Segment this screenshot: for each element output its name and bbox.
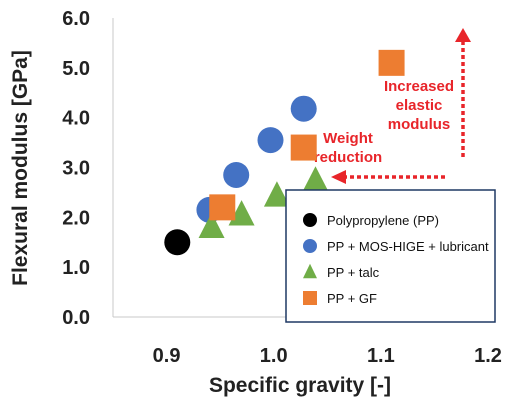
x-tick-label: 1.1: [367, 345, 395, 367]
y-tick-labels: 0.0 1.0 2.0 3.0 4.0 5.0 6.0: [62, 8, 90, 329]
reduction-arrowhead: [331, 170, 346, 184]
legend-marker-2: [303, 263, 317, 279]
x-tick-label: 1.0: [260, 345, 288, 367]
point-series-3: [209, 194, 236, 221]
point-series-1: [223, 161, 250, 188]
legend: Polypropylene (PP) PP + MOS-HIGE + lubric…: [285, 189, 496, 323]
point-series-2: [198, 212, 225, 239]
legend-marker-3: [303, 291, 317, 305]
y-axis-title: Flexural modulus [GPa]: [9, 50, 32, 286]
x-tick-label: 0.9: [153, 345, 181, 367]
point-series-3: [378, 49, 405, 76]
legend-marker-0: [303, 213, 317, 227]
point-series-1: [257, 127, 284, 154]
y-tick-label: 4.0: [62, 108, 90, 130]
point-series-3: [290, 134, 317, 161]
point-series-0: [164, 229, 191, 256]
legend-box: [285, 189, 496, 323]
legend-label-1: PP + MOS-HIGE + lubricant: [327, 239, 489, 254]
annotation-increased: Increased: [384, 78, 454, 95]
y-tick-label: 6.0: [62, 8, 90, 30]
legend-label-0: Polypropylene (PP): [327, 213, 439, 228]
x-tick-label: 1.2: [474, 345, 502, 367]
annotation-weight: Weight: [323, 130, 373, 147]
y-tick-label: 3.0: [62, 158, 90, 180]
data-points: [164, 49, 405, 256]
y-tick-label: 0.0: [62, 307, 90, 329]
annotation-reduction: reduction: [314, 149, 382, 166]
point-series-2: [302, 166, 329, 192]
annotations: Increased elastic modulus Weight reducti…: [314, 28, 471, 184]
x-axis-title: Specific gravity [-]: [209, 374, 391, 397]
y-tick-label: 5.0: [62, 58, 90, 80]
legend-label-2: PP + talc: [327, 265, 380, 280]
legend-label-3: PP + GF: [327, 291, 377, 306]
y-tick-label: 2.0: [62, 207, 90, 229]
x-tick-labels: 0.9 1.0 1.1 1.2: [153, 345, 502, 367]
annotation-elastic: elastic: [396, 97, 443, 114]
increase-arrowhead: [455, 28, 471, 42]
point-series-1: [290, 95, 317, 122]
annotation-modulus: modulus: [388, 116, 451, 133]
legend-marker-1: [303, 239, 317, 253]
point-series-2: [263, 181, 290, 207]
y-tick-label: 1.0: [62, 257, 90, 279]
